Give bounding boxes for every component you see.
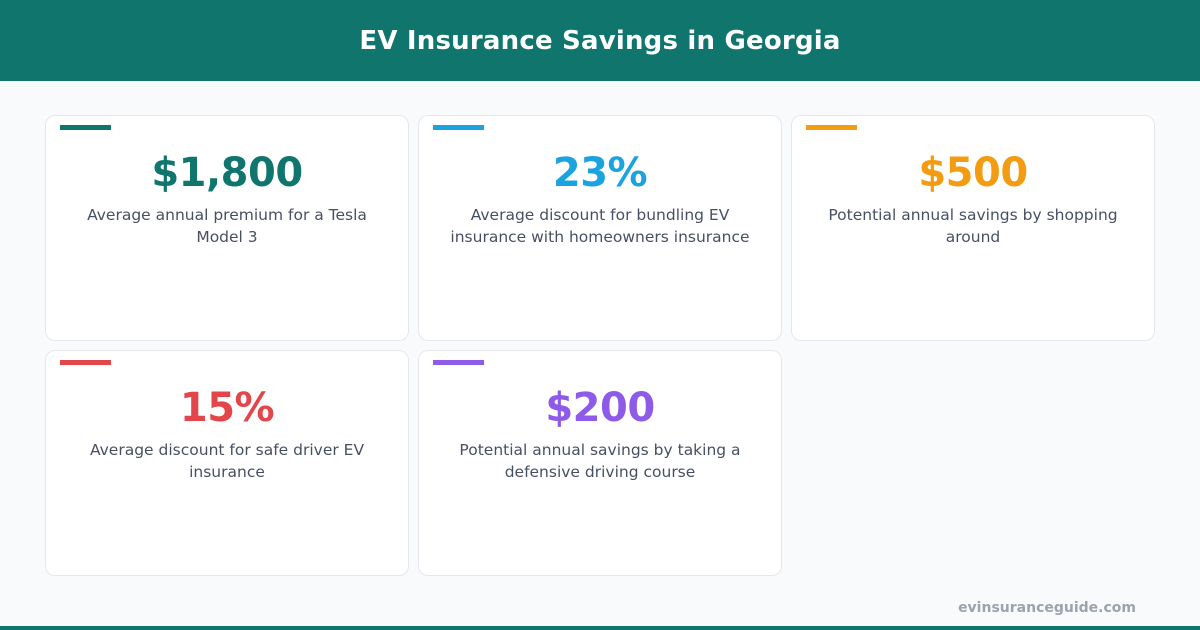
stat-value: $1,800	[151, 150, 303, 196]
stat-description: Average discount for bundling EV insuran…	[450, 206, 750, 246]
card-accent-bar	[806, 125, 857, 130]
bottom-accent-bar	[0, 626, 1200, 630]
stat-card-defensive-driving-savings: $200 Potential annual savings by taking …	[418, 350, 782, 576]
card-accent-bar	[60, 125, 111, 130]
stat-description: Average annual premium for a Tesla Model…	[87, 206, 367, 246]
stat-value: 23%	[552, 150, 648, 196]
page-title: EV Insurance Savings in Georgia	[359, 25, 841, 56]
site-attribution: evinsuranceguide.com	[958, 600, 1136, 616]
stats-grid: $1,800 Average annual premium for a Tesl…	[45, 115, 1155, 576]
stat-card-shopping-savings: $500 Potential annual savings by shoppin…	[791, 115, 1155, 341]
stat-value: $200	[545, 385, 655, 431]
header-banner: EV Insurance Savings in Georgia	[0, 0, 1200, 81]
card-accent-bar	[433, 125, 484, 130]
stat-value: 15%	[179, 385, 275, 431]
stat-card-bundling-discount: 23% Average discount for bundling EV ins…	[418, 115, 782, 341]
card-accent-bar	[60, 360, 111, 365]
stat-card-safe-driver-discount: 15% Average discount for safe driver EV …	[45, 350, 409, 576]
stat-description: Potential annual savings by taking a def…	[459, 441, 741, 481]
stat-description: Potential annual savings by shopping aro…	[828, 206, 1118, 246]
stat-value: $500	[918, 150, 1028, 196]
card-accent-bar	[433, 360, 484, 365]
stat-card-tesla-premium: $1,800 Average annual premium for a Tesl…	[45, 115, 409, 341]
stat-description: Average discount for safe driver EV insu…	[89, 441, 365, 481]
